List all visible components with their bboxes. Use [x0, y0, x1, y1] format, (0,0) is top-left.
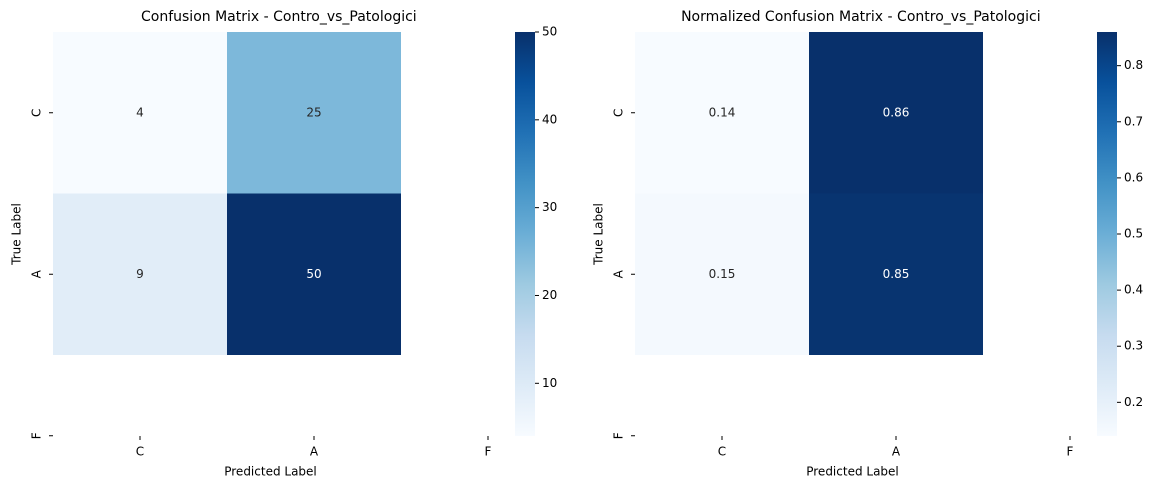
y-axis-label: True Label — [592, 203, 606, 266]
cell-label: 0.15 — [709, 267, 736, 281]
heatmap-cell — [53, 193, 227, 355]
colorbar-tick-label: 10 — [542, 376, 557, 390]
x-axis-label: Predicted Label — [224, 465, 317, 479]
y-tick-label: C — [612, 109, 626, 117]
x-tick-label: A — [892, 445, 901, 459]
colorbar-tick-label: 0.7 — [1124, 114, 1143, 128]
cell-label: 50 — [306, 267, 321, 281]
colorbar-tick-label: 40 — [542, 112, 557, 126]
colorbar-tick-label: 0.2 — [1124, 395, 1143, 409]
y-tick-label: C — [30, 109, 44, 117]
chart-title: Confusion Matrix - Contro_vs_Patologici — [141, 9, 417, 25]
colorbar-tick-label: 0.4 — [1124, 283, 1143, 297]
heatmap-cell — [227, 32, 401, 194]
cell-label: 0.85 — [883, 267, 910, 281]
cell-label: 0.86 — [883, 105, 910, 119]
colorbar-tick-label: 50 — [542, 25, 557, 39]
heatmap-cell — [635, 32, 809, 194]
colorbar-tick-label: 0.6 — [1124, 170, 1143, 184]
x-tick-label: F — [485, 445, 492, 459]
x-axis-label: Predicted Label — [806, 465, 899, 479]
heatmap-cell — [227, 193, 401, 355]
cell-label: 9 — [136, 267, 144, 281]
colorbar — [515, 32, 535, 436]
x-tick-label: A — [310, 445, 319, 459]
heatmap-cell — [809, 32, 983, 194]
y-tick-label: F — [612, 432, 626, 439]
y-tick-label: F — [30, 432, 44, 439]
heatmap-cell — [53, 32, 227, 194]
heatmap-cell — [809, 193, 983, 355]
colorbar-tick-label: 0.3 — [1124, 339, 1143, 353]
cell-label: 25 — [306, 105, 321, 119]
x-tick-label: F — [1067, 445, 1074, 459]
y-tick-label: A — [30, 269, 44, 278]
heatmap-cell — [635, 193, 809, 355]
colorbar-tick-label: 30 — [542, 200, 557, 214]
cell-label: 0.14 — [709, 105, 736, 119]
x-tick-label: C — [718, 445, 726, 459]
y-tick-label: A — [612, 269, 626, 278]
chart-title: Normalized Confusion Matrix - Contro_vs_… — [681, 9, 1041, 25]
colorbar-tick-label: 0.8 — [1124, 58, 1143, 72]
colorbar — [1097, 32, 1117, 436]
colorbar-tick-label: 20 — [542, 288, 557, 302]
y-axis-label: True Label — [10, 203, 24, 266]
x-tick-label: C — [136, 445, 144, 459]
colorbar-tick-label: 0.5 — [1124, 227, 1143, 241]
cell-label: 4 — [136, 105, 144, 119]
